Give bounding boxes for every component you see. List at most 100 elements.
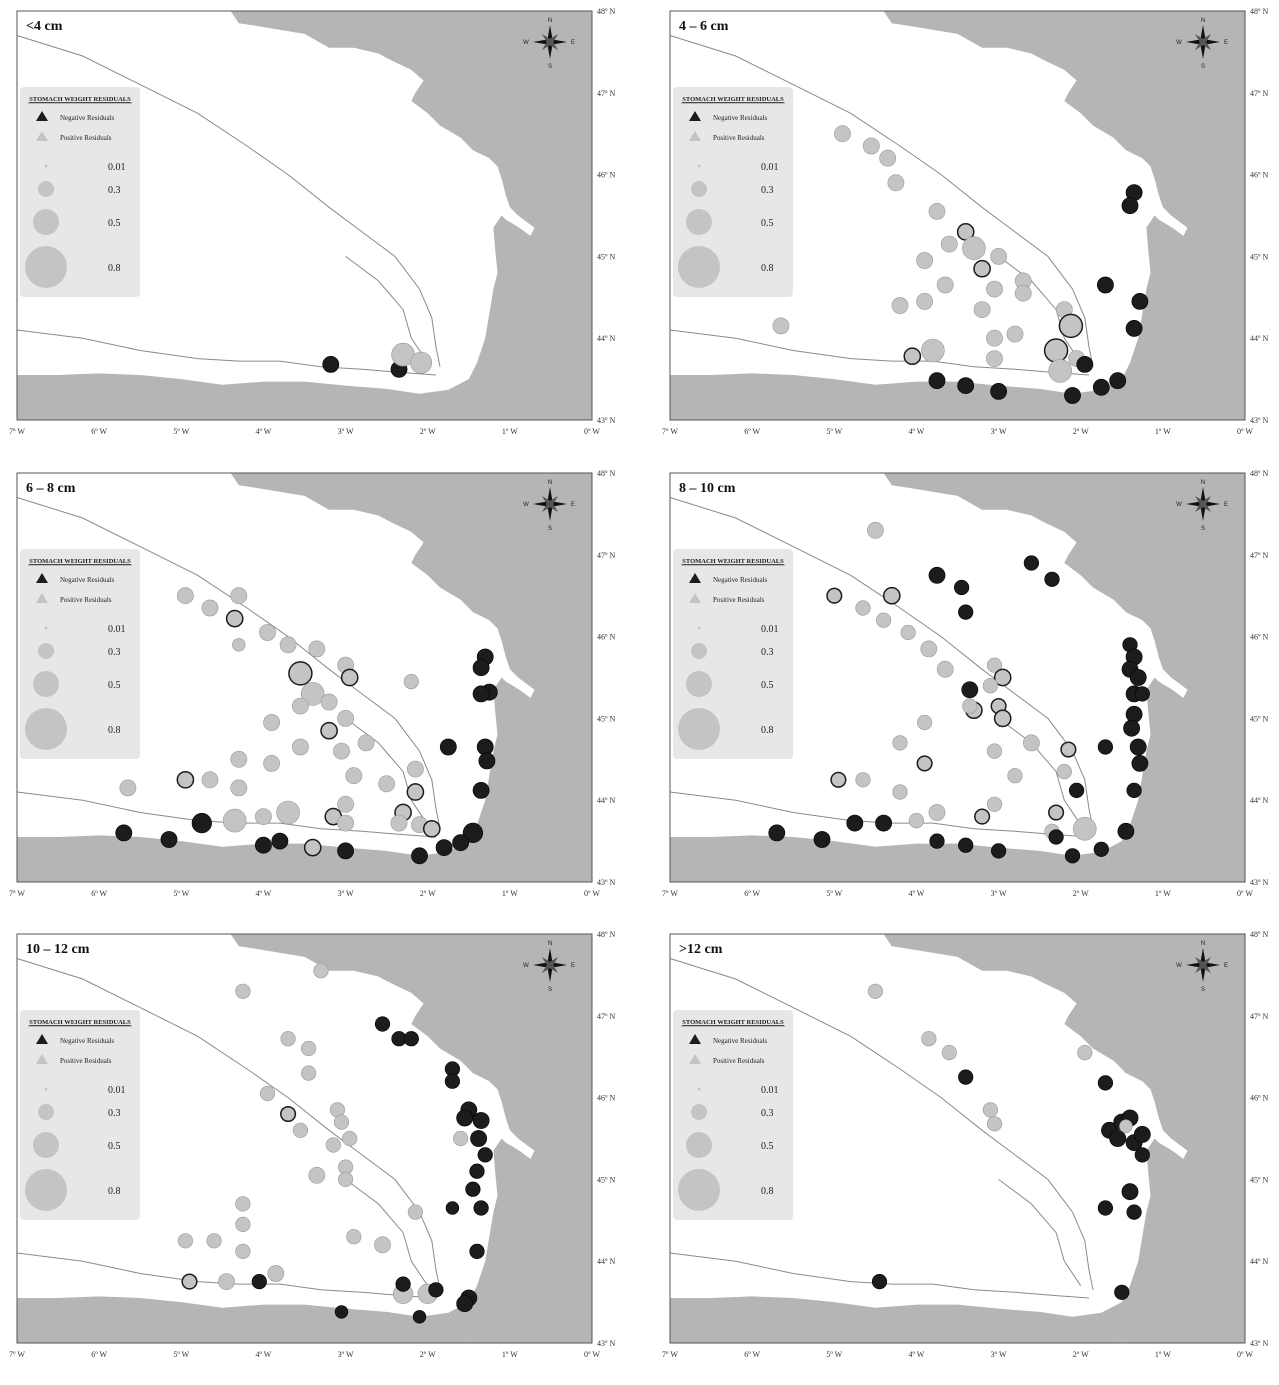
legend-size-label: 0.3 [108, 1108, 121, 1119]
positive-residual-point [259, 1085, 276, 1102]
lat-tick-label: 48º N [1250, 930, 1268, 939]
positive-residual-point [973, 259, 991, 278]
positive-residual-point [936, 276, 954, 294]
positive-residual-point [301, 1040, 317, 1057]
compass-w-label: W [523, 502, 529, 508]
lon-tick-label: 4º W [908, 889, 924, 898]
isobath-line [669, 958, 1094, 1290]
positive-residual-point [378, 775, 396, 793]
negative-residual-point [1125, 705, 1143, 723]
compass-s-label: S [1201, 526, 1205, 532]
negative-residual-point [334, 1305, 349, 1319]
legend-size-label: 0.01 [761, 1085, 779, 1096]
lat-tick-label: 48º N [1250, 7, 1268, 16]
lat-tick-label: 47º N [597, 89, 615, 98]
positive-residual-point [928, 804, 946, 821]
negative-residual-point [374, 1016, 391, 1032]
positive-residual-point [235, 983, 251, 999]
negative-residual-point [1121, 1183, 1139, 1201]
lon-tick-label: 5º W [826, 1350, 842, 1359]
lat-tick-label: 44º N [597, 334, 615, 343]
positive-residual-point [201, 599, 219, 617]
negative-residual-point [1134, 686, 1150, 702]
legend-size-circle [44, 1087, 48, 1091]
negative-residual-point [428, 1282, 444, 1298]
compass-s-label: S [548, 64, 552, 70]
map-svg: 7º W 6º W 5º W 4º W 3º W 2º W 1º W 0º W 48º N 47º… [662, 469, 1268, 898]
positive-residual-point [201, 771, 219, 789]
estuary [1154, 1138, 1188, 1163]
positive-residual-point [280, 1105, 297, 1123]
negative-residual-point [1129, 669, 1147, 686]
positive-residual-point [291, 697, 309, 715]
negative-residual-point [957, 377, 975, 395]
negative-residual-point [254, 836, 272, 854]
legend-size-label: 0.5 [108, 1141, 121, 1152]
land-france [230, 11, 592, 420]
legend-box [673, 549, 793, 759]
legend-size-label: 0.5 [108, 218, 121, 229]
negative-residual-point [476, 738, 494, 756]
legend: STOMACH WEIGHT RESIDUALS Negative Residua… [673, 549, 793, 759]
compass-rose-icon: N S E W [523, 480, 575, 532]
legend-size-circle [678, 1169, 720, 1211]
lat-tick-label: 46º N [597, 171, 615, 180]
legend-size-label: 0.01 [108, 1085, 126, 1096]
legend-positive-label: Positive Residuals [60, 1057, 112, 1065]
compass-n-label: N [1201, 480, 1205, 486]
lat-tick-label: 48º N [597, 930, 615, 939]
legend-size-circle [25, 708, 67, 750]
positive-residual-point [962, 698, 978, 714]
lon-tick-label: 4º W [908, 427, 924, 436]
lon-tick-label: 2º W [420, 1350, 436, 1359]
positive-residual-point [867, 983, 883, 999]
positive-residual-point [177, 1233, 193, 1249]
lat-tick-label: 44º N [1250, 1257, 1268, 1266]
legend-size-label: 0.3 [761, 1108, 774, 1119]
lon-tick-label: 2º W [1073, 1350, 1089, 1359]
lat-tick-label: 43º N [1250, 878, 1268, 887]
panel-title: 8 – 10 cm [679, 481, 736, 496]
negative-residual-point [958, 837, 974, 853]
legend-negative-label: Negative Residuals [713, 1037, 768, 1045]
legend-box [673, 87, 793, 297]
positive-residual-point [303, 838, 322, 857]
isobath-line [998, 1178, 1082, 1286]
negative-residual-point [322, 355, 340, 373]
lon-tick-label: 0º W [584, 427, 600, 436]
negative-residual-point [871, 1274, 888, 1290]
legend-size-circle [25, 1169, 67, 1211]
map-frame [669, 10, 1246, 421]
legend-size-circle [44, 626, 48, 630]
positive-triangle-icon [36, 1054, 48, 1064]
negative-residual-point [444, 1073, 461, 1089]
negative-residual-point [411, 847, 428, 865]
lon-tick-label: 6º W [91, 1350, 107, 1359]
negative-residual-point [1097, 739, 1114, 755]
lon-tick-label: 1º W [1155, 889, 1171, 898]
negative-residual-point [456, 1295, 474, 1313]
land-spain [17, 373, 469, 420]
negative-residual-point [465, 1181, 481, 1197]
lat-tick-label: 43º N [597, 416, 615, 425]
compass-s-label: S [548, 526, 552, 532]
legend-negative-label: Negative Residuals [713, 576, 768, 584]
legend-size-circle [33, 209, 59, 235]
negative-residual-point [403, 1031, 419, 1047]
map-svg: 7º W 6º W 5º W 4º W 3º W 2º W 1º W 0º W 48º N 47º… [9, 7, 615, 436]
negative-residual-point [1117, 822, 1135, 840]
positive-triangle-icon [36, 131, 48, 141]
legend-positive-label: Positive Residuals [713, 134, 765, 142]
negative-residual-point [991, 843, 1007, 859]
positive-residual-point [936, 660, 954, 678]
compass-n-label: N [1201, 18, 1205, 24]
legend-size-label: 0.3 [761, 185, 774, 196]
negative-triangle-icon [36, 573, 48, 583]
compass-w-label: W [523, 40, 529, 46]
positive-residual-point [1043, 338, 1069, 363]
estuary [1154, 215, 1188, 240]
land-spain [17, 1296, 469, 1343]
legend-size-label: 0.5 [761, 218, 774, 229]
lon-tick-label: 7º W [9, 889, 25, 898]
map-panel: 7º W 6º W 5º W 4º W 3º W 2º W 1º W 0º W 48º N 47º… [0, 923, 640, 1385]
